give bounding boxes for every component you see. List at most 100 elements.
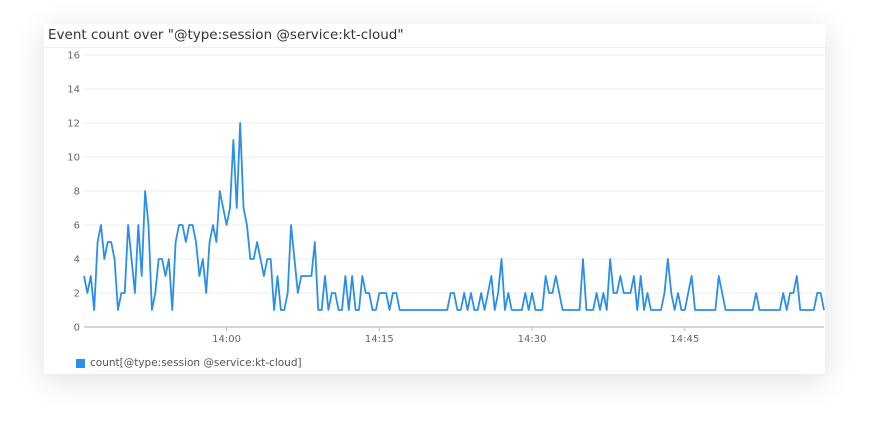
data-point: [465, 308, 470, 313]
data-point: [190, 223, 195, 228]
data-point: [102, 257, 107, 262]
data-point: [781, 291, 786, 296]
data-point: [153, 291, 158, 296]
data-point: [496, 291, 501, 296]
data-point: [88, 274, 93, 279]
data-point: [95, 240, 100, 245]
data-point: [784, 308, 789, 313]
data-point: [794, 274, 799, 279]
data-point: [523, 291, 528, 296]
data-point: [360, 274, 365, 279]
data-point: [268, 257, 273, 262]
data-point: [689, 274, 694, 279]
data-point: [672, 308, 677, 313]
data-point: [136, 223, 141, 228]
data-point: [292, 257, 297, 262]
legend-label: count[@type:session @service:kt-cloud]: [90, 357, 302, 369]
data-point: [601, 291, 606, 296]
data-point: [557, 291, 562, 296]
data-point: [659, 308, 664, 313]
data-point: [231, 138, 236, 143]
data-point: [289, 223, 294, 228]
data-point: [594, 291, 599, 296]
data-point: [818, 291, 823, 296]
data-point: [519, 308, 524, 313]
data-point: [540, 308, 545, 313]
data-point: [129, 257, 134, 262]
data-point: [234, 206, 239, 211]
data-point: [543, 274, 548, 279]
data-point: [669, 291, 674, 296]
data-point: [163, 274, 168, 279]
y-tick-label: 12: [67, 119, 80, 130]
data-point: [160, 257, 165, 262]
data-point: [210, 223, 215, 228]
y-tick-label: 16: [67, 51, 80, 62]
data-point: [720, 291, 725, 296]
data-point: [580, 257, 585, 262]
data-point: [822, 308, 827, 313]
x-tick-label: 14:45: [670, 334, 699, 345]
data-point: [194, 240, 199, 245]
data-point: [115, 308, 120, 313]
data-point: [122, 291, 127, 296]
data-point: [387, 308, 392, 313]
data-point: [309, 274, 314, 279]
data-point: [553, 274, 558, 279]
y-tick-label: 4: [74, 255, 80, 266]
data-point: [462, 291, 467, 296]
data-point: [112, 257, 117, 262]
data-point: [126, 223, 131, 228]
data-point: [143, 189, 148, 194]
data-point: [241, 206, 246, 211]
data-point: [482, 308, 487, 313]
x-tick-label: 14:30: [518, 334, 547, 345]
legend[interactable]: count[@type:session @service:kt-cloud]: [76, 357, 302, 369]
data-point: [350, 274, 355, 279]
data-point: [224, 223, 229, 228]
data-point: [452, 291, 457, 296]
data-point: [255, 240, 260, 245]
data-point: [475, 308, 480, 313]
data-point: [468, 291, 473, 296]
data-point: [180, 223, 185, 228]
data-point: [295, 291, 300, 296]
data-point: [530, 291, 535, 296]
data-point: [82, 274, 87, 279]
data-point: [346, 308, 351, 313]
data-point: [550, 291, 555, 296]
data-point: [665, 257, 670, 262]
data-point: [275, 274, 280, 279]
data-point: [608, 257, 613, 262]
data-point: [686, 291, 691, 296]
data-point: [139, 274, 144, 279]
data-point: [85, 291, 90, 296]
data-point: [204, 291, 209, 296]
data-point: [597, 308, 602, 313]
data-point: [754, 291, 759, 296]
data-point: [750, 308, 755, 313]
data-point: [394, 291, 399, 296]
data-point: [492, 308, 497, 313]
data-point: [343, 274, 348, 279]
data-point: [577, 308, 582, 313]
data-point: [479, 291, 484, 296]
data-point: [285, 291, 290, 296]
data-point: [662, 291, 667, 296]
data-point: [373, 308, 378, 313]
data-point: [173, 240, 178, 245]
data-point: [170, 308, 175, 313]
data-point: [227, 206, 232, 211]
data-point: [238, 121, 243, 126]
y-tick-label: 0: [74, 323, 80, 334]
data-point: [183, 240, 188, 245]
data-point: [502, 308, 507, 313]
y-tick-label: 10: [67, 153, 80, 164]
data-point: [499, 257, 504, 262]
data-point: [591, 308, 596, 313]
data-point: [614, 291, 619, 296]
data-point: [642, 308, 647, 313]
data-point: [635, 308, 640, 313]
data-point: [458, 308, 463, 313]
